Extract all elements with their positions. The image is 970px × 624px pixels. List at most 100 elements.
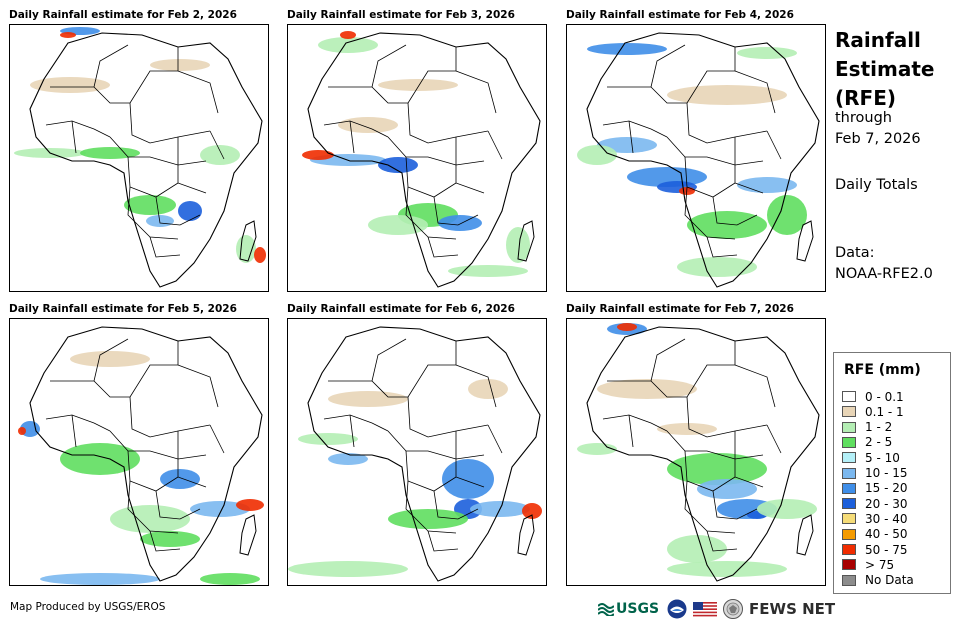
rainfall-area — [442, 459, 494, 499]
country-border — [328, 380, 408, 398]
country-border — [71, 120, 77, 154]
country-border — [177, 364, 219, 408]
rainfall-area — [338, 117, 398, 133]
legend-item: 1 - 2 — [842, 420, 892, 435]
legend-swatch — [842, 513, 856, 525]
rainfall-map — [566, 24, 826, 292]
country-border — [487, 424, 503, 454]
country-border — [209, 130, 225, 160]
country-border — [155, 490, 201, 520]
legend-swatch — [842, 574, 856, 586]
country-border — [427, 236, 459, 258]
country-border — [734, 137, 764, 194]
africa-coastline — [29, 326, 263, 582]
country-border — [45, 120, 111, 138]
legend-label: 30 - 40 — [865, 511, 908, 526]
rainfall-area — [448, 265, 528, 277]
rainfall-area — [667, 85, 787, 105]
panel-title: Daily Rainfall estimate for Feb 5, 2026 — [9, 303, 237, 315]
map-panel-feb-5: Daily Rainfall estimate for Feb 5, 2026 — [9, 303, 269, 586]
usgs-logo: USGS — [598, 601, 659, 617]
rainfall-area — [124, 195, 176, 215]
legend-swatch — [842, 467, 856, 479]
country-border — [405, 450, 457, 492]
main-title-line: Rainfall — [835, 28, 921, 52]
country-border — [628, 120, 634, 154]
madagascar-coastline — [796, 220, 814, 262]
country-border — [684, 156, 736, 198]
map-panel-feb-7: Daily Rainfall estimate for Feb 7, 2026 — [566, 303, 826, 586]
country-border — [109, 136, 207, 166]
legend-swatch — [842, 391, 856, 402]
rainfall-area — [697, 479, 757, 499]
totals-label: Daily Totals — [835, 177, 918, 193]
map-panel-feb-4: Daily Rainfall estimate for Feb 4, 2026 — [566, 9, 826, 292]
legend-swatch — [842, 406, 856, 418]
legend-item: 40 - 50 — [842, 527, 908, 542]
panel-title: Daily Rainfall estimate for Feb 6, 2026 — [287, 303, 515, 315]
country-border — [328, 86, 408, 104]
legend-item: 20 - 30 — [842, 496, 908, 511]
country-border — [734, 364, 776, 408]
us-flag-icon — [693, 601, 718, 617]
country-border — [127, 186, 179, 240]
rainfall-area — [388, 509, 468, 529]
credit-text: Map Produced by USGS/EROS — [10, 601, 166, 613]
rainfall-area — [110, 505, 190, 533]
legend-swatch — [842, 436, 856, 448]
country-border — [602, 414, 668, 432]
rainfall-area — [254, 247, 266, 263]
rainfall-map — [9, 24, 269, 292]
panel-title: Daily Rainfall estimate for Feb 4, 2026 — [566, 9, 794, 21]
country-border — [686, 102, 768, 144]
rainfall-area — [18, 427, 26, 435]
legend-item: 2 - 5 — [842, 435, 892, 450]
main-title-line: (RFE) — [835, 86, 897, 110]
fews-net-logo: FEWS NET — [749, 600, 836, 618]
country-border — [706, 236, 738, 258]
country-border — [602, 120, 668, 138]
country-border — [407, 102, 489, 144]
country-border — [177, 137, 207, 194]
country-border — [628, 414, 634, 448]
map-panel-feb-6: Daily Rainfall estimate for Feb 6, 2026 — [287, 303, 547, 586]
country-border — [433, 196, 479, 226]
rainfall-map — [566, 318, 826, 586]
country-border — [177, 431, 207, 488]
rainfall-area — [368, 215, 428, 235]
country-border — [93, 338, 129, 382]
logo-bar: USGS FEWS NET — [598, 598, 835, 620]
rainfall-area — [522, 503, 542, 519]
rainfall-area — [767, 195, 807, 235]
rainfall-area — [577, 145, 617, 165]
main-title-line: Estimate — [835, 57, 935, 81]
rainfall-map — [287, 318, 547, 586]
legend-swatch — [842, 544, 856, 555]
rainfall-map — [9, 318, 269, 586]
country-border — [766, 424, 782, 454]
country-border — [387, 136, 485, 166]
rainfall-area — [438, 215, 482, 231]
country-border — [666, 430, 764, 460]
country-border — [127, 156, 179, 198]
country-border — [407, 47, 457, 104]
rainfall-area — [757, 499, 817, 519]
legend-swatch — [842, 482, 856, 494]
madagascar-coastline — [517, 514, 535, 556]
rainfall-area — [200, 573, 260, 585]
rainfall-area — [468, 379, 508, 399]
rainfall-area — [340, 31, 356, 39]
rainfall-area — [140, 531, 200, 547]
rainfall-area — [298, 433, 358, 445]
country-border — [427, 530, 459, 552]
legend-swatch — [842, 559, 856, 571]
rainfall-area — [737, 47, 797, 59]
usgs-logo-text: USGS — [616, 601, 660, 617]
data-source: NOAA-RFE2.0 — [835, 266, 933, 282]
madagascar-coastline — [517, 220, 535, 262]
country-border — [45, 414, 111, 432]
africa-coastline — [307, 32, 541, 288]
rainfall-area — [657, 423, 717, 435]
country-border — [766, 130, 782, 160]
legend-item: 0 - 0.1 — [842, 389, 904, 404]
